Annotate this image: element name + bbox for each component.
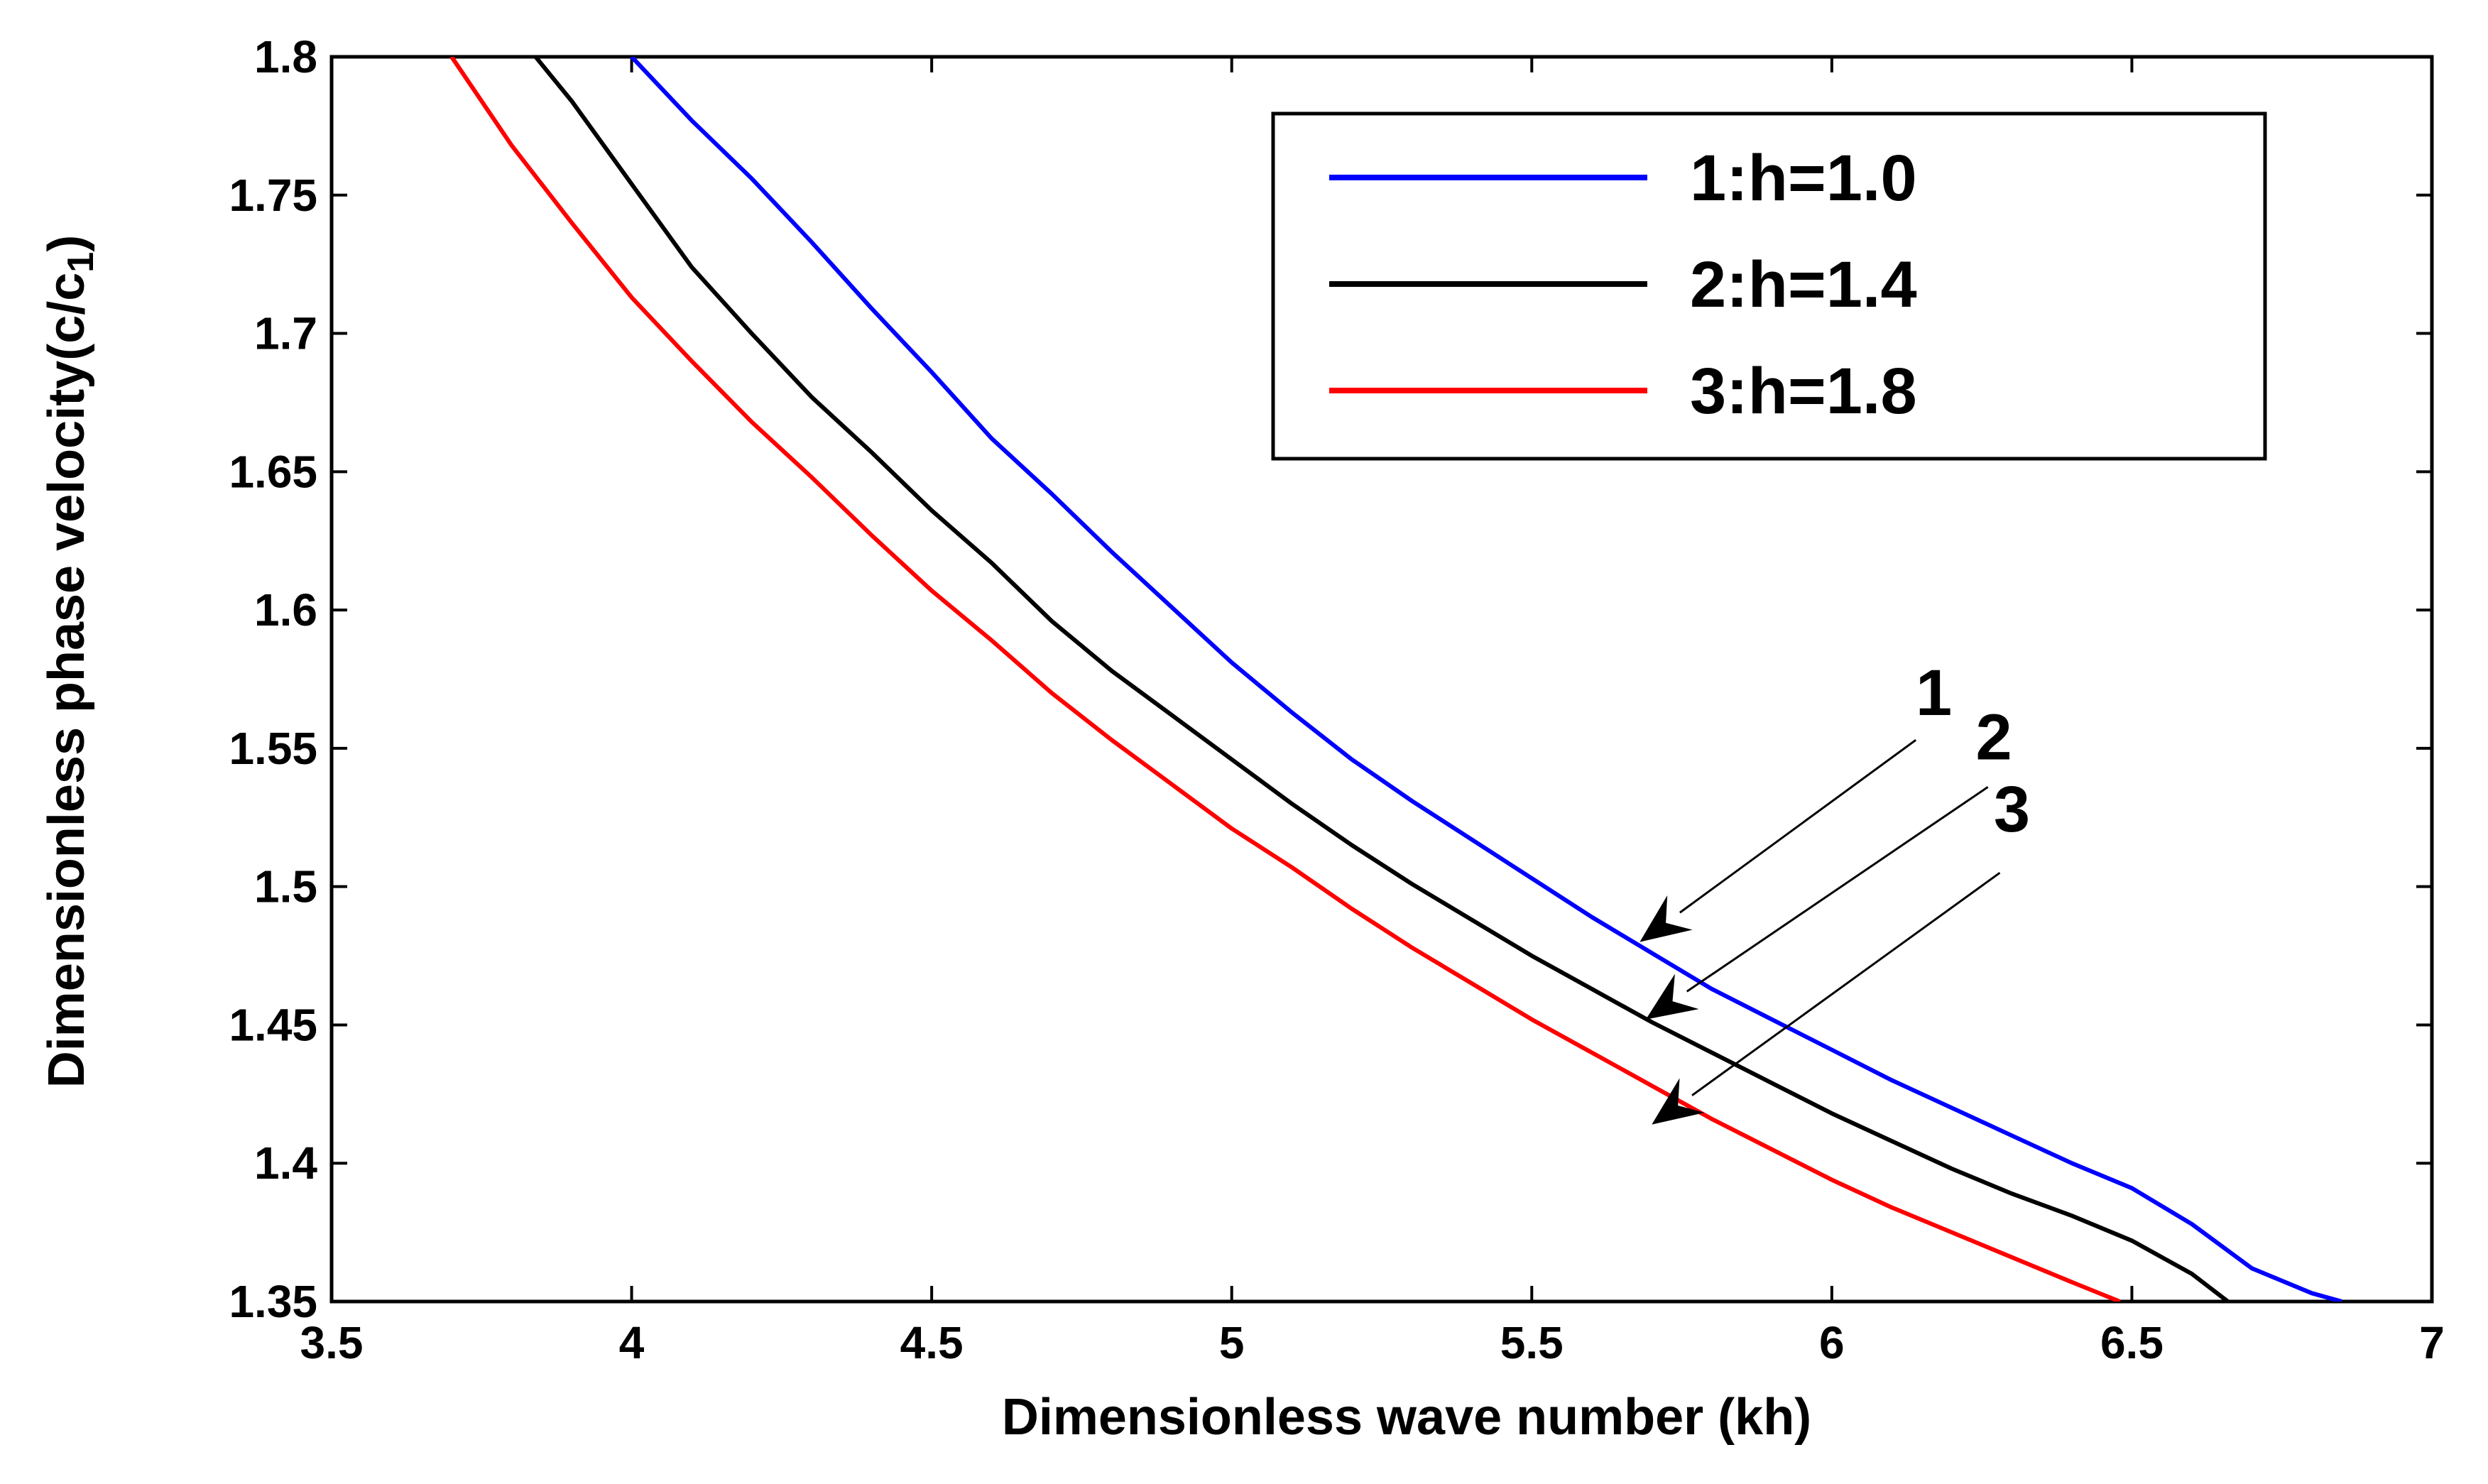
x-tick-label: 5 — [1219, 1317, 1245, 1368]
x-axis-title: Dimensionless wave number (kh) — [1002, 1389, 1811, 1446]
y-axis-title: Dimensionless phase velocity(c/c1) — [38, 235, 102, 1088]
plot-frame — [329, 55, 2434, 1304]
arrowhead — [1645, 973, 1699, 1020]
legend-label-3: 3:h=1.8 — [1690, 355, 1917, 427]
annotation-arrow-2: 2 — [1645, 701, 2012, 1020]
y-tick-label: 1.65 — [229, 446, 317, 497]
x-tick-label: 4 — [619, 1317, 645, 1368]
y-tick-label: 1.45 — [229, 999, 317, 1050]
series-line-2 — [533, 57, 2230, 1302]
annotation-line — [1691, 871, 2001, 1096]
y-tick-label: 1.8 — [254, 31, 317, 82]
y-tick-label: 1.35 — [229, 1276, 317, 1327]
x-tick-label: 7 — [2419, 1317, 2445, 1368]
annotation-layer: 123 — [1639, 657, 2030, 1125]
y-axis-title-subscript: 1 — [60, 252, 102, 273]
arrowhead — [1652, 1078, 1705, 1125]
legend-label-2: 2:h=1.4 — [1690, 249, 1917, 321]
legend: 1:h=1.0 2:h=1.4 3:h=1.8 — [1271, 111, 2267, 461]
y-axis: 1.35 1.4 1.45 1.5 1.55 1.6 1.65 1.7 1.75 1.8 — [229, 31, 2432, 1327]
annotation-line — [1686, 786, 1989, 993]
curve-label-3: 3 — [1994, 773, 2030, 846]
y-axis-title-close: ) — [38, 235, 95, 252]
annotation-arrow-1: 1 — [1639, 657, 1952, 942]
y-tick-label: 1.75 — [229, 170, 317, 221]
x-tick-label: 5.5 — [1500, 1317, 1564, 1368]
y-tick-label: 1.6 — [254, 584, 317, 635]
y-tick-label: 1.55 — [229, 723, 317, 774]
curve-label-2: 2 — [1975, 701, 2012, 773]
y-axis-title-main: Dimensionless phase velocity(c/c — [38, 273, 95, 1088]
curve-label-1: 1 — [1916, 657, 1952, 729]
series-layer — [449, 57, 2343, 1302]
legend-label-1: 1:h=1.0 — [1690, 142, 1917, 214]
x-tick-label: 6 — [1819, 1317, 1845, 1368]
plot-border — [329, 55, 2434, 1304]
x-tick-label: 6.5 — [2100, 1317, 2164, 1368]
y-tick-label: 1.4 — [254, 1137, 317, 1189]
x-tick-label: 3.5 — [300, 1317, 364, 1368]
y-tick-label: 1.5 — [254, 861, 317, 912]
series-line-1 — [630, 57, 2343, 1302]
arrowhead — [1639, 895, 1693, 942]
y-tick-label: 1.7 — [254, 308, 317, 359]
annotation-arrow-3: 3 — [1652, 773, 2030, 1125]
x-axis: 3.5 4 4.5 5 5.5 6 6.5 7 — [300, 57, 2445, 1368]
x-tick-label: 4.5 — [900, 1317, 964, 1368]
series-line-3 — [449, 57, 2121, 1302]
annotation-line — [1679, 738, 1917, 914]
